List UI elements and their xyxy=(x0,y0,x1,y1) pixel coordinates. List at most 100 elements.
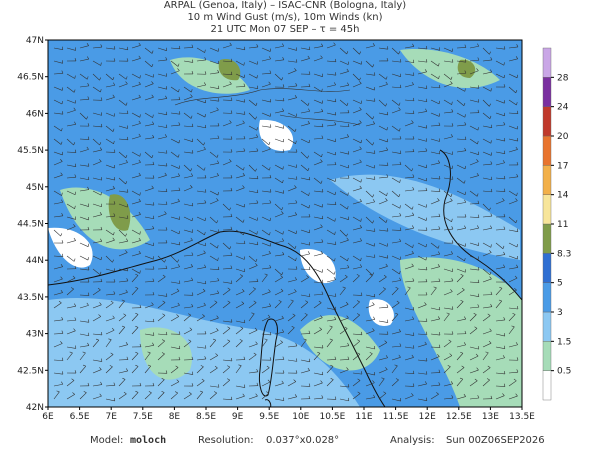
wind-barb xyxy=(300,203,310,209)
wind-barb xyxy=(300,123,310,127)
wind-barb xyxy=(215,353,218,356)
wind-barb xyxy=(294,394,297,398)
wind-barb xyxy=(216,172,219,176)
wind-barb xyxy=(177,302,180,306)
wind-barb xyxy=(113,82,116,86)
wind-barb xyxy=(191,356,194,360)
wind-barb xyxy=(360,257,362,261)
wind-barb xyxy=(235,164,244,171)
wind-barb xyxy=(189,392,192,395)
wind-barb xyxy=(131,201,141,205)
wind-barb xyxy=(339,136,349,140)
wind-barb xyxy=(443,177,453,180)
wind-barb xyxy=(248,177,258,180)
wind-barb xyxy=(157,151,167,154)
wind-barb xyxy=(430,151,440,155)
wind-barb xyxy=(177,68,180,71)
wind-barb xyxy=(188,313,191,316)
wind-barb xyxy=(300,339,307,348)
wind-barb xyxy=(508,267,518,270)
wind-barb xyxy=(138,159,141,163)
wind-barb xyxy=(489,103,491,107)
wind-barb xyxy=(508,138,518,142)
wind-barb xyxy=(125,250,128,253)
footer-label: Resolution: xyxy=(198,435,254,446)
wind-barb xyxy=(235,216,244,223)
wind-barb xyxy=(399,161,402,165)
wind-barb xyxy=(138,42,141,46)
wind-barb xyxy=(459,377,463,380)
wind-barb xyxy=(449,353,453,356)
wind-barb xyxy=(243,62,245,66)
wind-barb xyxy=(261,216,271,222)
wind-barb xyxy=(417,47,427,50)
wind-barb xyxy=(230,136,233,140)
wind-barb xyxy=(464,257,466,262)
wind-barb xyxy=(469,242,479,246)
wind-barb xyxy=(287,381,296,387)
wind-barb xyxy=(230,110,233,114)
wind-barb xyxy=(443,73,452,80)
wind-barb xyxy=(313,317,323,322)
header-line: ARPAL (Genoa, Italy) – ISAC-CNR (Bologna… xyxy=(164,0,406,11)
colorbar-label: 14 xyxy=(557,191,569,201)
wind-barb xyxy=(391,177,400,183)
wind-barb xyxy=(378,190,387,197)
wind-barb xyxy=(176,288,180,292)
wind-barb xyxy=(320,380,323,384)
wind-barb xyxy=(450,381,453,384)
wind-barb xyxy=(261,148,271,153)
wind-barb xyxy=(79,333,89,337)
wind-barb xyxy=(274,383,284,387)
wind-barb xyxy=(230,265,233,269)
wind-barb xyxy=(179,111,181,115)
wind-barb xyxy=(456,124,466,127)
wind-barb xyxy=(463,102,466,106)
wind-barb xyxy=(190,173,194,177)
wind-barb xyxy=(374,98,376,102)
wind-barb xyxy=(72,275,76,279)
wind-barb xyxy=(105,112,115,117)
wind-barb xyxy=(352,216,361,222)
wind-barb xyxy=(190,168,193,172)
wind-barb xyxy=(456,367,465,374)
wind-barb xyxy=(274,331,284,335)
wind-barb xyxy=(131,190,141,196)
wind-barb xyxy=(105,317,115,322)
wind-barb xyxy=(183,47,194,49)
wind-barb xyxy=(99,212,102,215)
wind-barb xyxy=(73,328,76,332)
wind-barb xyxy=(92,73,100,81)
wind-barb xyxy=(300,164,309,172)
wind-barb xyxy=(151,154,154,158)
wind-barb xyxy=(411,393,414,396)
wind-barb xyxy=(170,229,180,235)
wind-barb xyxy=(209,229,219,233)
wind-barb xyxy=(153,332,155,336)
wind-barb xyxy=(92,268,101,275)
wind-barb xyxy=(178,331,181,335)
wind-barb xyxy=(495,190,506,192)
wind-barb xyxy=(417,86,427,89)
wind-barb xyxy=(326,203,336,205)
wind-barb xyxy=(425,278,428,282)
wind-barb xyxy=(374,72,376,76)
wind-barb xyxy=(437,198,440,201)
wind-barb xyxy=(209,339,217,348)
wind-barb xyxy=(62,371,64,375)
wind-barb xyxy=(385,76,388,80)
wind-barb xyxy=(151,185,154,189)
colorbar-label: 3 xyxy=(557,308,563,318)
wind-barb xyxy=(404,46,414,49)
wind-barb xyxy=(270,124,272,128)
wind-barb xyxy=(295,200,298,204)
wind-barb xyxy=(356,274,360,277)
wind-barb xyxy=(230,226,233,230)
wind-barb xyxy=(66,190,76,196)
wind-barb xyxy=(92,214,102,218)
wind-barb xyxy=(235,112,245,115)
wind-barb xyxy=(430,253,440,257)
wind-barb xyxy=(352,122,362,127)
wind-barb xyxy=(191,277,194,281)
wind-barb xyxy=(242,219,245,223)
